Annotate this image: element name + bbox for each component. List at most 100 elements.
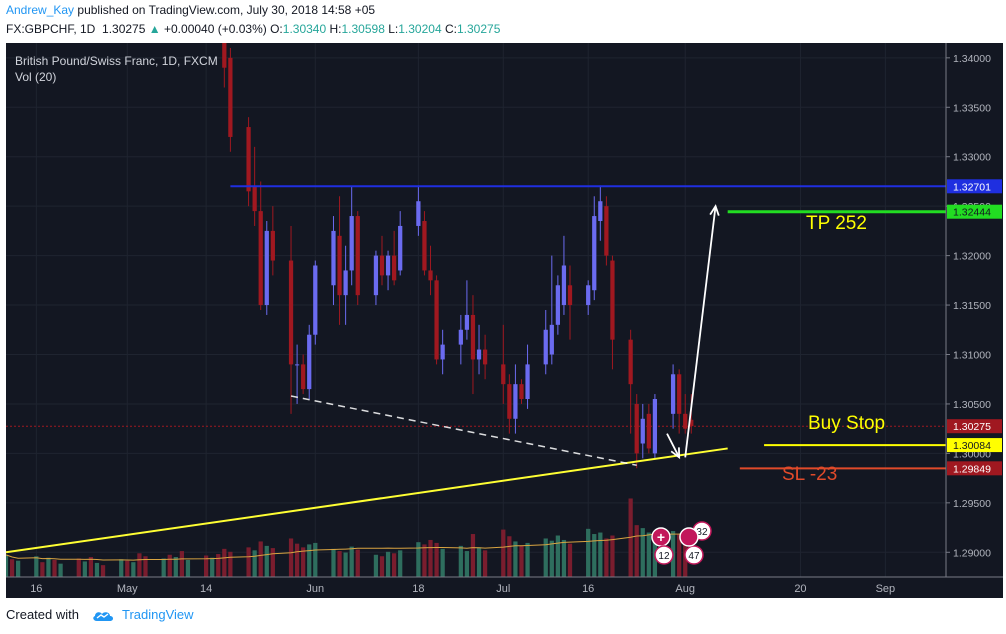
event-badge — [684, 545, 704, 565]
volume-bar — [294, 543, 300, 577]
entry-arrow-head-icon — [670, 447, 681, 460]
close-value: 1.30275 — [456, 22, 501, 36]
volume-bar — [270, 548, 275, 577]
target-arrow-head-icon — [709, 204, 720, 216]
candle-body — [652, 399, 658, 454]
symbol-label: FX:GBPCHF, 1D — [6, 22, 96, 36]
tradingview-brand-link[interactable]: TradingView — [122, 607, 194, 622]
candle-body — [337, 235, 342, 296]
volume-bar — [125, 560, 130, 577]
volume-bar — [434, 542, 439, 577]
candle-body — [628, 339, 633, 385]
candle-body — [670, 374, 676, 414]
volume-bar — [482, 550, 488, 577]
volume-bar — [100, 565, 106, 577]
volume-bar — [598, 532, 603, 577]
volume-bar — [507, 536, 512, 577]
candle-body — [343, 270, 348, 296]
candle-body — [683, 413, 688, 429]
price-chart[interactable]: TP 252 Buy Stop SL -23 + 32 12 47 British Pound… — [6, 43, 1003, 598]
candle-body — [610, 260, 615, 340]
volume-bar — [343, 552, 348, 577]
price-label-text: 1.30084 — [953, 440, 991, 452]
volume-bar — [428, 539, 433, 577]
price-tick-label: 1.31500 — [953, 300, 991, 312]
close-label: C: — [444, 22, 457, 36]
volume-bar — [634, 525, 639, 577]
buy-stop-annotation: Buy Stop — [808, 413, 885, 434]
candle-body — [294, 364, 300, 366]
price-tick-label: 1.29000 — [953, 547, 991, 559]
volume-bar — [592, 534, 597, 577]
author-link[interactable]: Andrew_Kay — [6, 3, 75, 17]
volume-bar — [167, 554, 172, 577]
volume-bar — [349, 546, 354, 577]
volume-bar — [258, 541, 263, 577]
time-tick-label: 20 — [794, 583, 806, 595]
candle-body — [598, 201, 603, 221]
volume-bar — [355, 549, 360, 577]
candle-body — [258, 211, 263, 306]
candle-body — [379, 255, 385, 276]
candle-body — [634, 403, 639, 454]
volume-bar — [88, 556, 94, 577]
candle-body — [373, 255, 379, 296]
high-value: 1.30598 — [341, 22, 385, 36]
candle-body — [264, 230, 269, 306]
volume-bar — [519, 545, 524, 577]
candle-body — [555, 285, 560, 325]
volume-bar — [440, 548, 445, 577]
time-tick-label: 14 — [200, 583, 212, 595]
price-label-text: 1.32444 — [953, 207, 991, 219]
time-tick-label: Jun — [306, 583, 324, 595]
time-tick-label: 16 — [582, 583, 594, 595]
chart-legend-title: British Pound/Swiss Franc, 1D, FXCM — [15, 54, 218, 68]
price-tick-label: 1.30500 — [953, 399, 991, 411]
time-tick-label: 16 — [30, 583, 42, 595]
candle-body — [434, 280, 439, 360]
volume-bar — [398, 550, 403, 577]
price-tick-label: 1.29500 — [953, 498, 991, 510]
volume-bar — [373, 554, 379, 577]
candle-body — [301, 364, 306, 390]
volume-bar — [555, 535, 560, 577]
volume-legend: Vol (20) — [15, 70, 56, 84]
candle-body — [392, 255, 397, 281]
created-with-text: Created with — [6, 607, 79, 622]
time-tick-label: May — [117, 583, 138, 595]
candle-body — [416, 201, 421, 226]
volume-bar — [337, 551, 342, 577]
volume-bar — [549, 540, 554, 577]
price-tick-label: 1.33500 — [953, 102, 991, 114]
candle-body — [331, 230, 336, 286]
volume-bar — [313, 542, 318, 577]
high-label: H: — [329, 22, 342, 36]
candle-body — [476, 349, 482, 360]
volume-bar — [586, 528, 591, 577]
volume-bar — [677, 534, 682, 577]
volume-bar — [131, 562, 136, 577]
candle-body — [501, 364, 506, 385]
change-value: +0.00040 (+0.03%) — [164, 22, 267, 36]
candle-body — [355, 216, 360, 296]
volume-bar — [331, 548, 336, 577]
volume-bar — [307, 544, 312, 577]
open-label: O: — [270, 22, 283, 36]
low-label: L: — [388, 22, 399, 36]
support-trendline-dashed — [290, 395, 637, 466]
volume-bar — [222, 548, 227, 577]
event-badge-count: 32 — [696, 527, 708, 538]
chart-area[interactable]: TP 252 Buy Stop SL -23 +32 12 47 British Pound… — [6, 43, 1003, 598]
event-flag-icon — [679, 527, 699, 547]
price-label-box — [947, 438, 1002, 453]
volume-bar — [76, 558, 81, 577]
candle-body — [677, 374, 682, 414]
candle-body — [640, 418, 645, 444]
volume-bar — [458, 545, 463, 577]
chart-background — [6, 43, 1003, 598]
event-badge — [654, 545, 674, 565]
volume-bar — [52, 559, 57, 577]
price-axis-background — [946, 43, 1003, 577]
volume-bar — [204, 555, 209, 577]
volume-bar — [610, 535, 615, 577]
